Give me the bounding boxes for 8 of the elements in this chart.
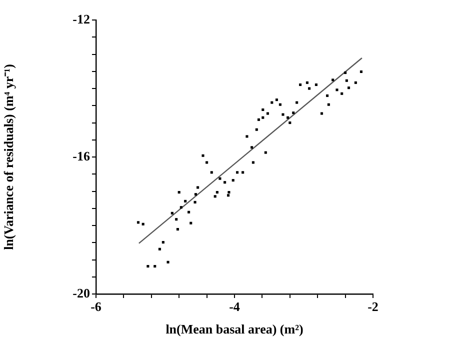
- x-axis-title: ln(Mean basal area) (m²): [166, 322, 304, 337]
- y-tick-label: -16: [72, 148, 90, 164]
- y-tick-label: -20: [72, 285, 90, 300]
- x-tick-label: -6: [90, 299, 102, 314]
- x-tick-label: -4: [229, 299, 240, 314]
- y-axis-title: ln(Variance of residuals) (m⁴ yr⁻¹): [1, 64, 16, 250]
- y-tick-label: -12: [72, 11, 90, 26]
- x-tick-label: -2: [368, 299, 378, 314]
